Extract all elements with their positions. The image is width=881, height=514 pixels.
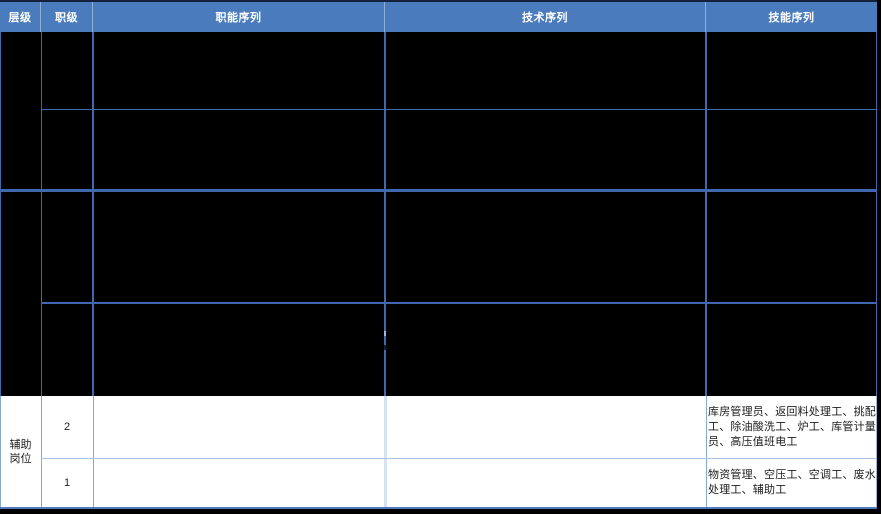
- header-label-level: 层级: [8, 12, 32, 24]
- grid-line-row-divider-2: [41, 302, 877, 304]
- cell-skill-row1[interactable]: 物资管理、空压工、空调工、废水处理工、辅助工: [706, 458, 877, 507]
- header-cell-functional-series[interactable]: 职能序列: [93, 2, 385, 32]
- grid-line-row-divider-1: [41, 108, 877, 110]
- header-label-rank: 职级: [55, 12, 78, 24]
- light-grid-row-divider: [41, 457, 877, 459]
- header-cell-skill-series[interactable]: 技能序列: [706, 2, 877, 32]
- rank-value-row2: 2: [63, 421, 71, 433]
- grid-line-vertical-level-rank: [40, 32, 42, 396]
- cell-functional-row1-empty[interactable]: [93, 458, 385, 507]
- auxiliary-level-label: 辅助岗位: [9, 438, 32, 465]
- cell-rank-row1[interactable]: 1: [41, 458, 93, 507]
- grid-line-vertical-left: [0, 32, 1, 396]
- header-label-functional-series: 职能序列: [215, 12, 262, 24]
- header-label-technical-series: 技术序列: [522, 12, 568, 24]
- light-grid-line-right: [876, 396, 877, 507]
- cell-technical-row1-empty[interactable]: [385, 458, 706, 507]
- header-cell-technical-series[interactable]: 技术序列: [385, 2, 706, 32]
- cell-skill-row2[interactable]: 库房管理员、返回料处理工、挑配工、除油酸洗工、炉工、库管计量员、高压值班电工: [706, 396, 877, 458]
- cell-functional-row2-empty[interactable]: [93, 396, 385, 458]
- skill-list-row1: 物资管理、空压工、空调工、废水处理工、辅助工: [708, 468, 876, 496]
- skill-list-row2: 库房管理员、返回料处理工、挑配工、除油酸洗工、炉工、库管计量员、高压值班电工: [708, 405, 876, 448]
- light-grid-line-technical-skill: [705, 396, 707, 507]
- header-cell-level[interactable]: 层级: [0, 2, 41, 32]
- table-bottom-border: [0, 507, 877, 509]
- border-artifact-gap: [384, 345, 386, 350]
- grid-line-vertical-functional-technical: [384, 32, 386, 396]
- light-grid-line-functional-technical: [384, 396, 387, 507]
- grid-line-group-divider: [0, 189, 877, 192]
- grid-line-vertical-right: [875, 32, 877, 396]
- header-cell-rank[interactable]: 职级: [41, 2, 93, 32]
- grid-line-vertical-technical-skill: [705, 32, 707, 396]
- border-artifact-light: [384, 331, 386, 336]
- table-top-border: [0, 0, 877, 2]
- cell-technical-row2-empty[interactable]: [385, 396, 706, 458]
- cell-rank-row2[interactable]: 2: [41, 396, 93, 458]
- light-grid-line-left: [0, 396, 1, 507]
- table-header-row: 层级 职级 职能序列 技术序列 技能序列: [0, 2, 877, 32]
- cell-level-auxiliary[interactable]: 辅助岗位: [0, 396, 41, 507]
- auxiliary-section-background: [0, 396, 877, 507]
- rank-value-row1: 1: [63, 476, 71, 489]
- light-grid-line-level-rank: [41, 396, 42, 507]
- grid-line-vertical-rank-functional: [92, 32, 94, 396]
- header-label-skill-series: 技能序列: [768, 12, 815, 24]
- redacted-cells-region[interactable]: [0, 32, 877, 396]
- light-grid-line-rank-functional: [92, 396, 94, 507]
